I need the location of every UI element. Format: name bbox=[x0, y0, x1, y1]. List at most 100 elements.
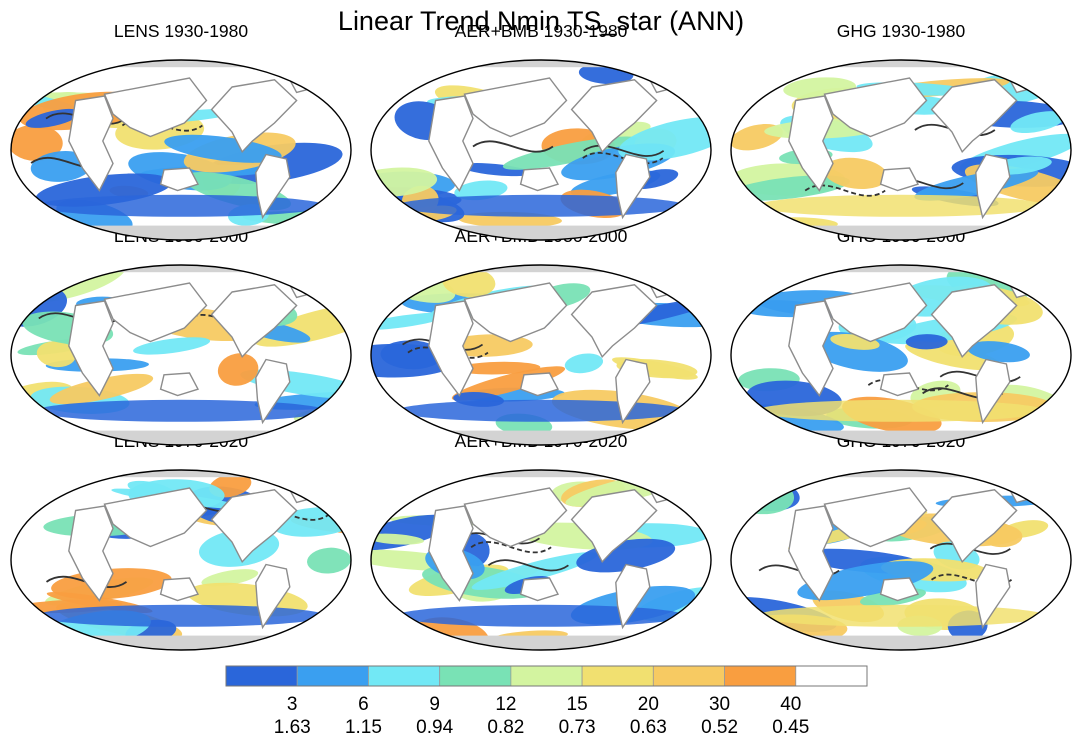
arctic-land bbox=[11, 470, 351, 478]
land-outline bbox=[930, 284, 1018, 358]
map-panel bbox=[730, 59, 1072, 241]
arctic-land bbox=[731, 470, 1071, 478]
antarctica-land bbox=[11, 430, 351, 445]
panel-title: GHG 1930-1980 bbox=[836, 21, 966, 41]
map-frame bbox=[730, 59, 1072, 241]
arctic-land bbox=[371, 265, 711, 273]
land-outline bbox=[788, 95, 834, 192]
land-outline bbox=[975, 153, 1011, 220]
colorbar-label-bottom: 0.73 bbox=[559, 717, 596, 738]
map-frame bbox=[10, 469, 352, 651]
colorbar: 31.63 61.15 90.94 120.82 150.73 200.63 300.52 4… bbox=[225, 665, 868, 738]
contour-line bbox=[470, 541, 552, 554]
land-outline bbox=[210, 489, 298, 563]
colorbar-label-top: 6 bbox=[358, 694, 369, 715]
land-outline bbox=[210, 79, 298, 153]
trend-field bbox=[201, 569, 259, 587]
trend-field bbox=[36, 194, 326, 217]
trend-field bbox=[164, 134, 282, 163]
contour-line bbox=[472, 140, 554, 153]
colorbar-label-bottom: 0.82 bbox=[487, 717, 524, 738]
antarctica-land bbox=[11, 225, 351, 240]
trend-field bbox=[371, 312, 449, 330]
land-outline bbox=[159, 577, 200, 602]
trend-field bbox=[459, 163, 531, 177]
colorbar-segment bbox=[652, 665, 725, 687]
colorbar-label-bottom: 0.52 bbox=[701, 717, 738, 738]
trend-field bbox=[471, 552, 598, 590]
land-outline bbox=[255, 358, 291, 425]
colorbar-label-bottom: 0.94 bbox=[416, 717, 453, 738]
trend-field bbox=[454, 180, 508, 201]
land-outline bbox=[519, 577, 560, 602]
trend-field bbox=[1010, 111, 1065, 134]
colorbar-segment bbox=[439, 665, 512, 687]
trend-field bbox=[756, 399, 1046, 422]
colorbar-segment bbox=[368, 665, 441, 687]
trend-field bbox=[371, 533, 424, 545]
land-outline bbox=[615, 563, 651, 630]
colorbar-label-bottom: 0.45 bbox=[772, 717, 809, 738]
chart-title: Linear Trend Nmin TS_star (ANN) bbox=[337, 6, 745, 36]
land-outline bbox=[879, 372, 920, 397]
colorbar-segment bbox=[296, 665, 369, 687]
antarctica-land bbox=[371, 430, 711, 445]
colorbar-segment bbox=[510, 665, 583, 687]
trend-field bbox=[756, 194, 1046, 217]
map-frame bbox=[370, 469, 712, 651]
map-frame bbox=[10, 264, 352, 446]
trend-field bbox=[371, 343, 459, 378]
land-outline bbox=[255, 153, 291, 220]
arctic-land bbox=[371, 470, 711, 478]
colorbar-label-bottom: 1.63 bbox=[274, 717, 311, 738]
land-outline bbox=[428, 300, 474, 397]
colorbar-label-top: 15 bbox=[567, 694, 588, 715]
land-outline bbox=[975, 358, 1011, 425]
land-outline bbox=[823, 282, 928, 343]
trend-field bbox=[217, 353, 259, 386]
trend-field bbox=[564, 353, 604, 374]
colorbar-segment bbox=[724, 665, 797, 687]
land-outline bbox=[428, 95, 474, 192]
map-frame bbox=[370, 264, 712, 446]
colorbar-label-top: 30 bbox=[709, 694, 730, 715]
map-panel bbox=[370, 264, 712, 446]
colorbar-label-top: 3 bbox=[287, 694, 298, 715]
colorbar-segment bbox=[581, 665, 654, 687]
antarctica-land bbox=[11, 635, 351, 650]
panel-title: AER+BMB 1930-1980 bbox=[454, 21, 628, 41]
map-panel bbox=[370, 59, 712, 241]
colorbar-segment bbox=[225, 665, 298, 687]
land-outline bbox=[615, 358, 651, 425]
colorbar-label-top: 20 bbox=[638, 694, 659, 715]
land-outline bbox=[519, 372, 560, 397]
trend-field bbox=[805, 331, 908, 372]
land-outline bbox=[930, 79, 1018, 153]
land-outline bbox=[879, 167, 920, 192]
contour-line bbox=[804, 184, 886, 197]
trend-field bbox=[455, 361, 541, 375]
map-frame bbox=[370, 59, 712, 241]
map-frame bbox=[10, 59, 352, 241]
antarctica-land bbox=[371, 635, 711, 650]
land-outline bbox=[159, 372, 200, 397]
trend-field bbox=[823, 157, 888, 190]
map-panel bbox=[370, 469, 712, 651]
map-panel bbox=[730, 264, 1072, 446]
trend-field bbox=[396, 194, 686, 217]
trend-field bbox=[905, 334, 948, 350]
land-outline bbox=[519, 167, 560, 192]
land-outline bbox=[255, 563, 291, 630]
trend-field bbox=[396, 399, 686, 422]
colorbar-segment bbox=[795, 665, 868, 687]
land-outline bbox=[788, 300, 834, 397]
arctic-land bbox=[11, 60, 351, 68]
trend-field bbox=[797, 561, 934, 601]
land-outline bbox=[570, 489, 658, 563]
land-outline bbox=[210, 284, 298, 358]
colorbar-label-top: 9 bbox=[429, 694, 440, 715]
panel-title: LENS 1930-1980 bbox=[113, 21, 249, 41]
land-outline bbox=[570, 79, 658, 153]
